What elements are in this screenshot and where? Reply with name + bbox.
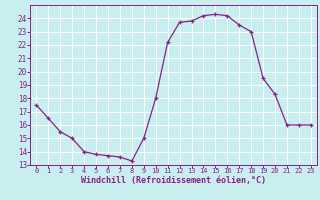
X-axis label: Windchill (Refroidissement éolien,°C): Windchill (Refroidissement éolien,°C) (81, 176, 266, 185)
